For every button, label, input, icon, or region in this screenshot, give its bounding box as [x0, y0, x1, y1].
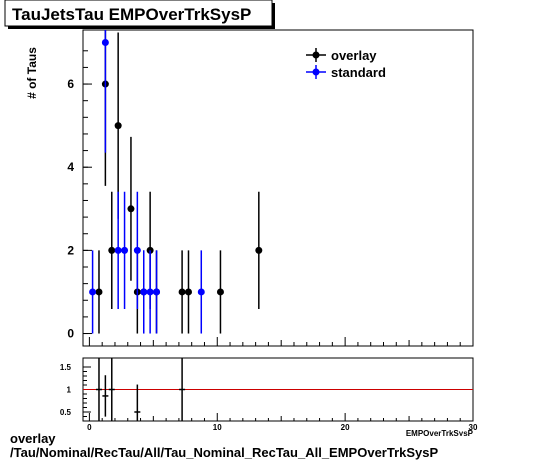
y-axis-label: # of Taus	[25, 47, 39, 99]
standard-point	[114, 246, 122, 254]
y-tick-label: 0	[67, 327, 74, 341]
overlay-point	[108, 246, 116, 254]
legend-entry-standard: standard	[306, 65, 386, 80]
legend-marker-overlay	[312, 51, 320, 59]
title-box: TauJetsTau EMPOverTrkSysP	[4, 0, 275, 29]
y-tick-label: 4	[67, 160, 74, 174]
main-axis-ticks: 0 2 4 6	[67, 50, 474, 346]
x-tick-label: 10	[213, 423, 222, 432]
legend-label-overlay: overlay	[331, 48, 377, 63]
legend-marker-standard	[312, 68, 320, 76]
footer-line-1: overlay	[10, 431, 56, 446]
x-axis-label-clip: EMPOverTrkSysP	[406, 429, 474, 438]
standard-point	[153, 288, 161, 296]
overlay-point	[255, 246, 263, 254]
x-tick-label: 20	[341, 423, 350, 432]
main-plot-marks	[89, 30, 263, 334]
series-standard	[89, 30, 205, 334]
y-tick-label: 2	[67, 243, 74, 257]
overlay-point	[216, 288, 224, 296]
main-plot-frame	[82, 29, 474, 347]
chart-title: TauJetsTau EMPOverTrkSysP	[12, 5, 251, 24]
x-axis-label: EMPOverTrkSysP	[406, 429, 474, 438]
footer-line-2: /Tau/Nominal/RecTau/All/Tau_Nominal_RecT…	[10, 445, 438, 460]
legend: overlay standard	[306, 48, 386, 80]
overlay-point	[178, 288, 186, 296]
ratio-y-tick-label: 0.5	[60, 408, 72, 417]
standard-point	[121, 246, 129, 254]
standard-point	[197, 288, 205, 296]
overlay-point	[127, 205, 135, 213]
y-tick-label: 6	[67, 77, 74, 91]
standard-point	[89, 288, 97, 296]
x-tick-label: 30	[469, 423, 478, 432]
overlay-point	[184, 288, 192, 296]
standard-point	[140, 288, 148, 296]
series-overlay	[95, 30, 263, 334]
legend-label-standard: standard	[331, 65, 386, 80]
standard-point	[146, 288, 154, 296]
x-tick-label: 0	[87, 423, 92, 432]
standard-point	[133, 246, 141, 254]
standard-point	[101, 38, 109, 46]
ratio-y-tick-label: 1	[67, 386, 72, 395]
ratio-axis-ticks: 0.5 1 1.5 0 10 20 30	[60, 363, 478, 432]
overlay-point	[114, 122, 122, 130]
overlay-point	[95, 288, 103, 296]
ratio-plot-marks	[83, 358, 473, 421]
ratio-y-tick-label: 1.5	[60, 363, 72, 372]
legend-entry-overlay: overlay	[306, 48, 377, 63]
